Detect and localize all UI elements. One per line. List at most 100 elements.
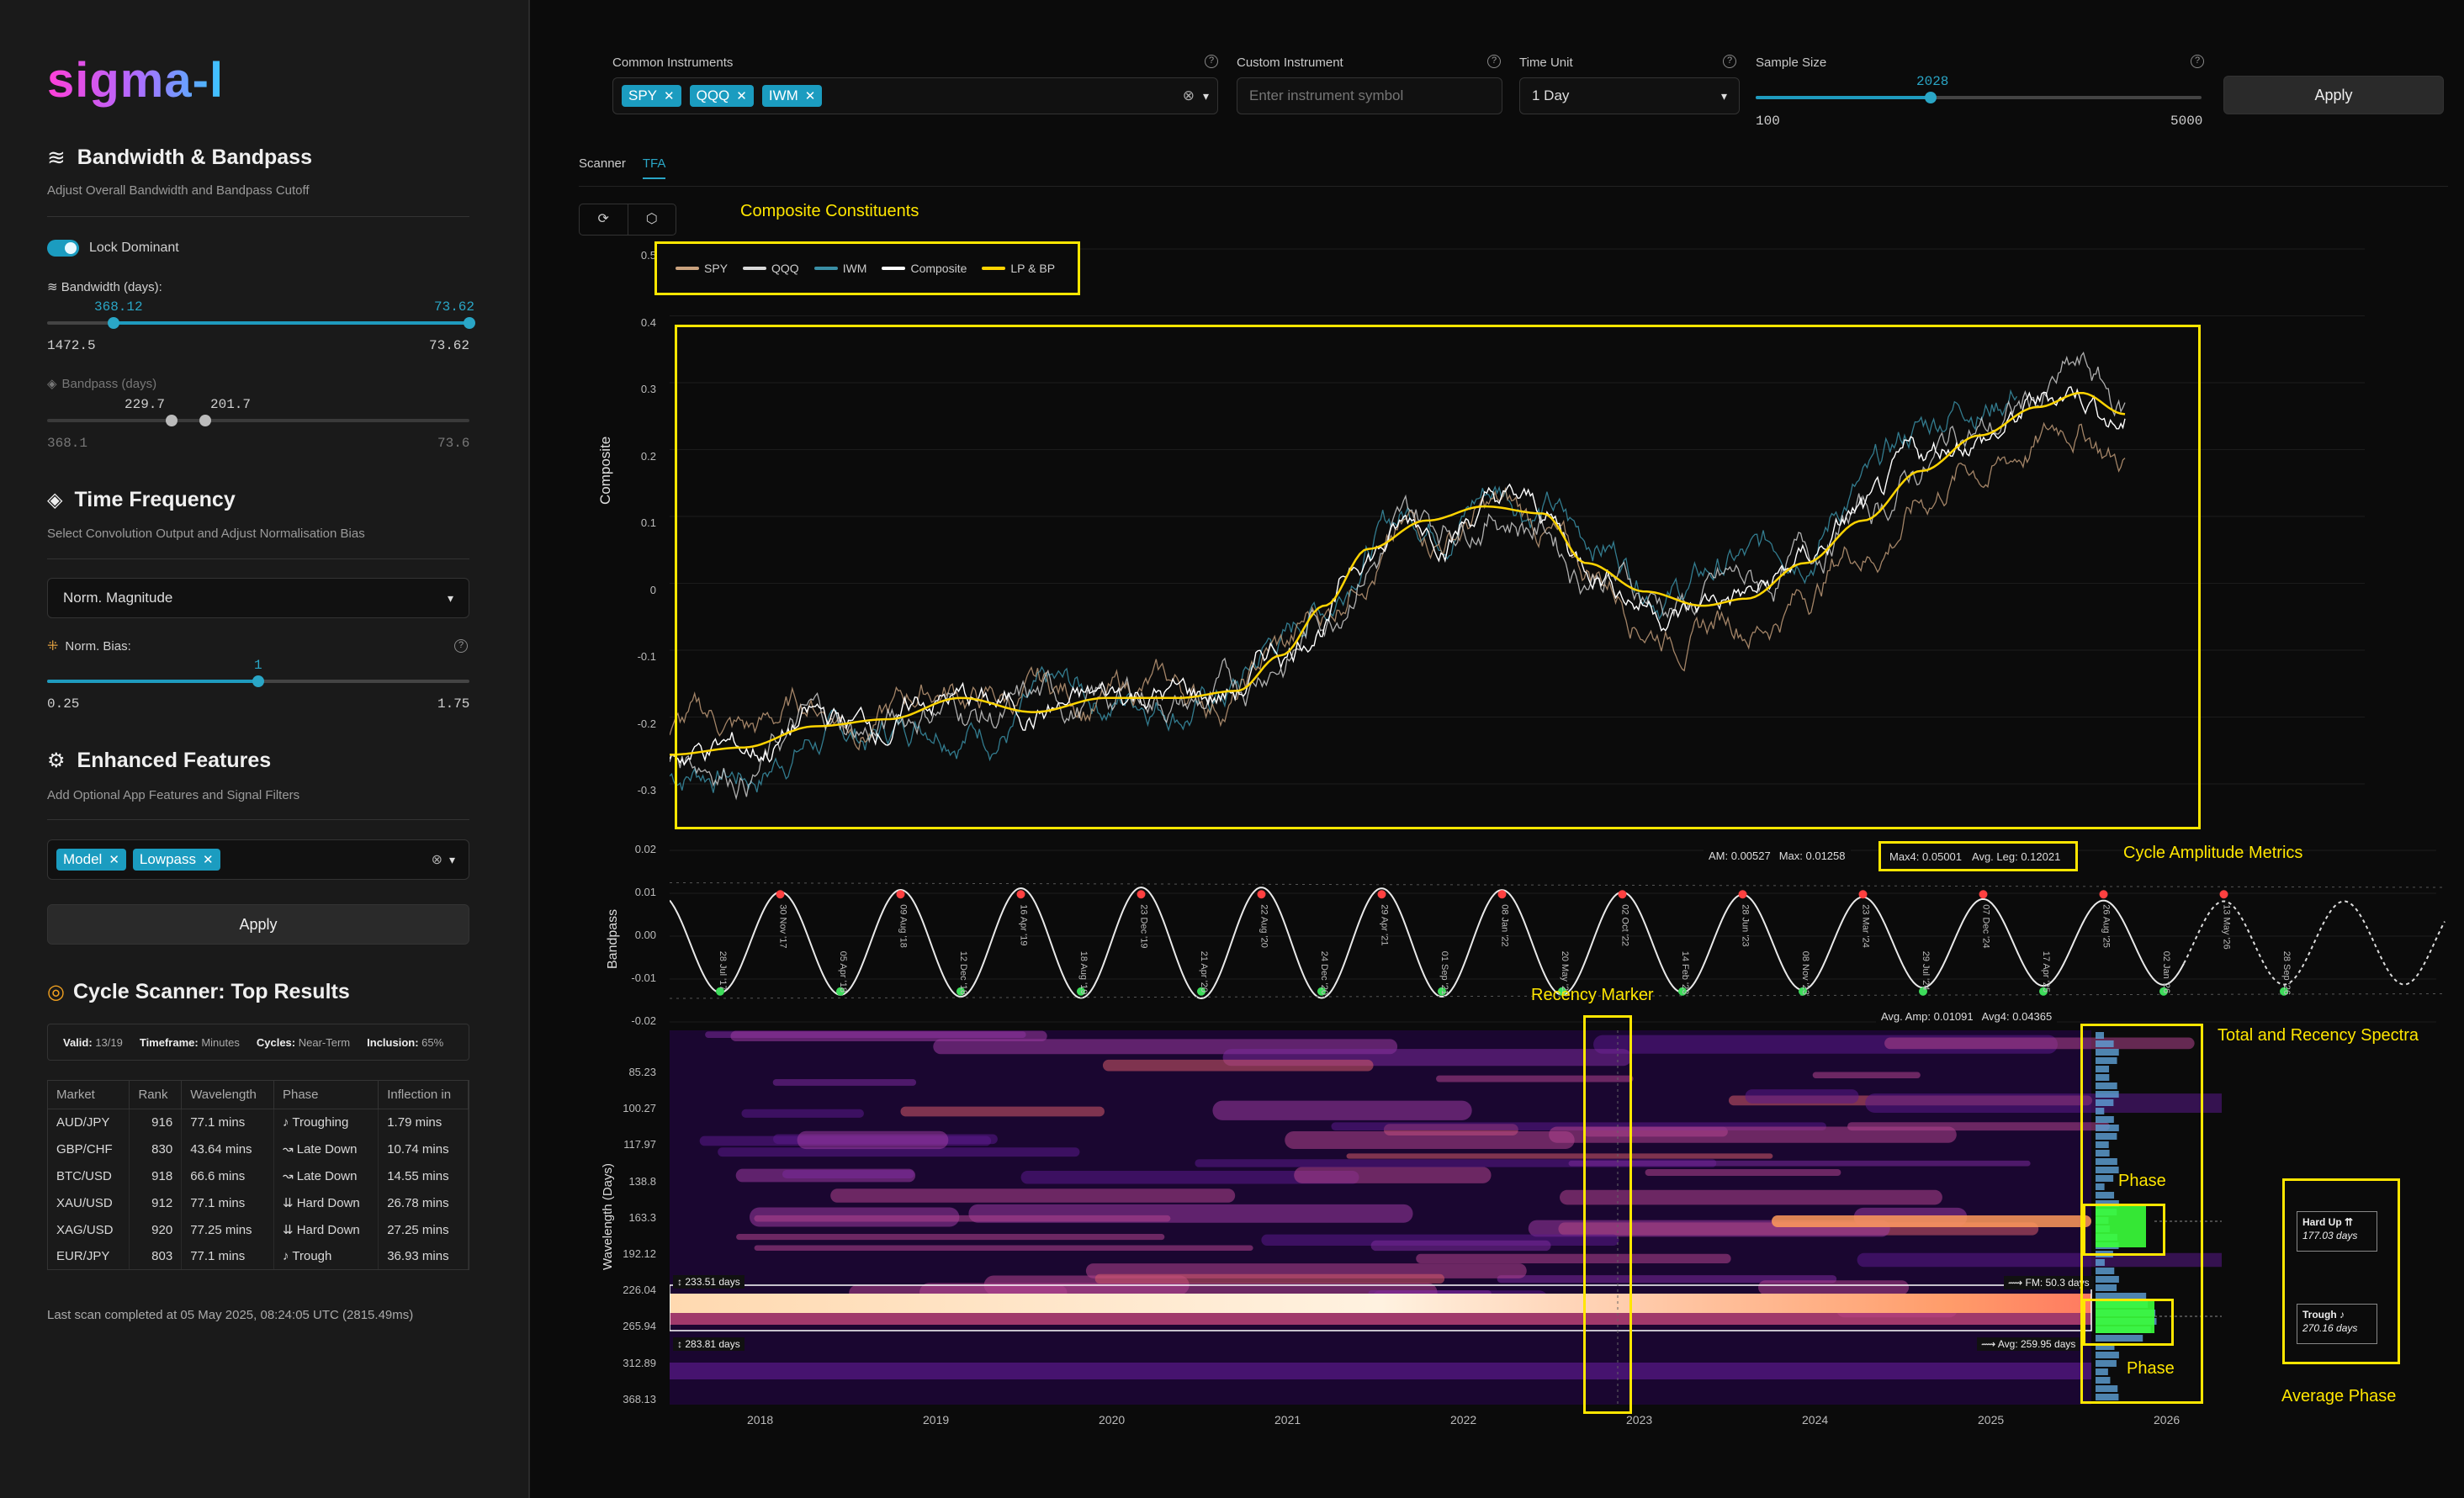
y-tick-label: -0.01 [631, 971, 656, 984]
tab-scanner[interactable]: Scanner [579, 156, 626, 171]
metric-max: Max: 0.01258 [1778, 850, 1846, 862]
enhanced-features-header: ⚙ Enhanced Features [47, 749, 271, 773]
table-cell: BTC/USD [48, 1162, 130, 1189]
legend-item[interactable]: LP & BP [982, 262, 1055, 275]
heatmap-cell [1884, 1037, 2195, 1050]
close-icon[interactable]: ✕ [736, 89, 747, 103]
tab-tfa[interactable]: TFA [642, 156, 666, 179]
sample-size-value: 2028 [1916, 74, 1949, 89]
total-spectrum-bar [2096, 1074, 2110, 1081]
y-tick-label: 0.3 [640, 383, 656, 395]
sample-size-slider-handle[interactable] [1925, 92, 1937, 103]
table-row[interactable]: BTC/USD 918 66.6 mins ↝ Late Down 14.55 mins [48, 1162, 469, 1189]
table-cell: 77.25 mins [181, 1216, 274, 1243]
legend-item[interactable]: IWM [813, 262, 866, 275]
time-unit-select[interactable]: 1 Day ▾ [1519, 77, 1740, 114]
bandpass-slider-track[interactable] [47, 419, 469, 422]
table-cell: 916 [129, 1109, 183, 1135]
annotation-box-avg-phase [2282, 1178, 2400, 1364]
features-multiselect[interactable]: Model ✕ Lowpass ✕ ⊗ ▾ [47, 839, 469, 880]
output-select[interactable]: Norm. Magnitude ▾ [47, 578, 469, 618]
total-spectrum-bar [2096, 1192, 2115, 1199]
total-spectrum-bar [2096, 1066, 2110, 1072]
cube-icon[interactable]: ⬡ [645, 212, 658, 226]
cycle-metrics-row: AM: 0.00527 Max: 0.01258 [1704, 848, 1851, 864]
features-apply-button[interactable]: Apply [47, 904, 469, 945]
common-instruments-multiselect[interactable]: SPY ✕ QQQ ✕ IWM ✕ ⊗ ▾ [612, 77, 1218, 114]
heatmap-cell [1857, 1252, 2222, 1268]
chevron-down-icon[interactable]: ▾ [448, 852, 455, 866]
table-header[interactable]: Inflection in [378, 1081, 469, 1109]
bandwidth-label: ≋ Bandwidth (days): [47, 280, 162, 294]
close-icon[interactable]: ✕ [664, 89, 675, 103]
heatmap-cell [830, 1188, 1236, 1203]
legend-item[interactable]: QQQ [743, 262, 799, 275]
clear-icon[interactable]: ⊗ [1182, 87, 1195, 103]
apply-button[interactable]: Apply [2223, 76, 2444, 114]
output-select-value: Norm. Magnitude [63, 590, 173, 606]
composite-ylabel: Composite [597, 436, 613, 505]
close-icon[interactable]: ✕ [804, 89, 816, 103]
close-icon[interactable]: ✕ [109, 853, 119, 867]
total-spectrum-bar [2096, 1335, 2143, 1342]
peak-marker [1257, 890, 1266, 899]
tag-iwm[interactable]: IWM ✕ [761, 85, 823, 107]
lock-dominant-label: Lock Dominant [89, 241, 179, 255]
y-tick-label: 368.13 [623, 1392, 656, 1405]
table-header[interactable]: Market [48, 1081, 130, 1109]
chevron-down-icon: ▾ [1720, 88, 1727, 103]
chevron-down-icon[interactable]: ▾ [1202, 88, 1209, 103]
peak-marker [776, 890, 785, 899]
table-cell: ↝ Late Down [273, 1162, 379, 1189]
clear-icon[interactable]: ⊗ [431, 853, 442, 867]
help-icon[interactable]: ? [1205, 55, 1218, 68]
y-tick-label: 0.00 [634, 929, 656, 941]
lock-dominant-toggle[interactable] [47, 240, 79, 257]
help-icon[interactable]: ? [454, 639, 468, 653]
tag-lowpass[interactable]: Lowpass ✕ [132, 849, 220, 871]
table-row[interactable]: EUR/JPY 803 77.1 mins ♪ Trough 36.93 mins [48, 1243, 469, 1269]
metric-avg-leg: Avg. Leg: 0.12021 [1972, 850, 2061, 863]
norm-bias-slider-handle[interactable] [252, 675, 264, 687]
sample-size-slider-track[interactable] [1756, 96, 2202, 99]
peak-date-label: 13 May '26 [2222, 904, 2232, 949]
bandpass-slider-handle-high[interactable] [199, 415, 211, 426]
table-row[interactable]: XAU/USD 912 77.1 mins ⇊ Hard Down 26.78 mins [48, 1189, 469, 1216]
recency-spectrum-peak [2096, 1205, 2146, 1247]
tag-spy[interactable]: SPY ✕ [622, 85, 681, 107]
table-row[interactable]: XAG/USD 920 77.25 mins ⇊ Hard Down 27.25 min… [48, 1216, 469, 1243]
total-spectrum-bar [2096, 1183, 2105, 1190]
help-icon[interactable]: ? [1487, 55, 1501, 68]
bandwidth-low-value: 368.12 [94, 299, 143, 315]
bandwidth-slider-handle-low[interactable] [108, 317, 119, 329]
total-spectrum-bar [2096, 1268, 2115, 1274]
close-icon[interactable]: ✕ [203, 853, 214, 867]
tag-qqq[interactable]: QQQ ✕ [689, 85, 754, 107]
custom-instrument-input[interactable] [1237, 77, 1502, 114]
bandwidth-slider-handle-high[interactable] [464, 317, 475, 329]
table-header[interactable]: Wavelength [181, 1081, 274, 1109]
heatmap-cell [670, 1363, 2091, 1379]
legend-item[interactable]: Composite [882, 262, 967, 275]
heatmap-cell [1102, 1059, 1374, 1072]
help-icon[interactable]: ? [1723, 55, 1736, 68]
table-cell: 912 [129, 1189, 183, 1216]
total-spectrum-bar [2096, 1293, 2147, 1300]
help-icon[interactable]: ? [2191, 55, 2204, 68]
heatmap-cell [1294, 1167, 1492, 1183]
table-header[interactable]: Phase [273, 1081, 379, 1109]
spectrum-xaxis: 2018 2019 2020 2021 2022 2023 2024 2025 2026 [670, 1413, 2386, 1433]
table-header[interactable]: Rank [129, 1081, 183, 1109]
series-qqq [670, 352, 2126, 801]
bandpass-slider-handle-low[interactable] [166, 415, 178, 426]
refresh-icon[interactable]: ⟳ [580, 204, 628, 235]
table-row[interactable]: GBP/CHF 830 43.64 mins ↝ Late Down 10.74 min… [48, 1135, 469, 1162]
legend-item[interactable]: SPY [676, 262, 728, 275]
annotation-box-spectra [2080, 1024, 2203, 1404]
table-cell: 14.55 mins [378, 1162, 469, 1189]
table-row[interactable]: AUD/JPY 916 77.1 mins ♪ Troughing 1.79 mins [48, 1109, 469, 1135]
legend-swatch [813, 267, 838, 270]
total-spectrum-bar [2096, 1057, 2117, 1064]
lock-dominant-row[interactable]: Lock Dominant [47, 240, 179, 257]
tag-model[interactable]: Model ✕ [56, 849, 126, 871]
